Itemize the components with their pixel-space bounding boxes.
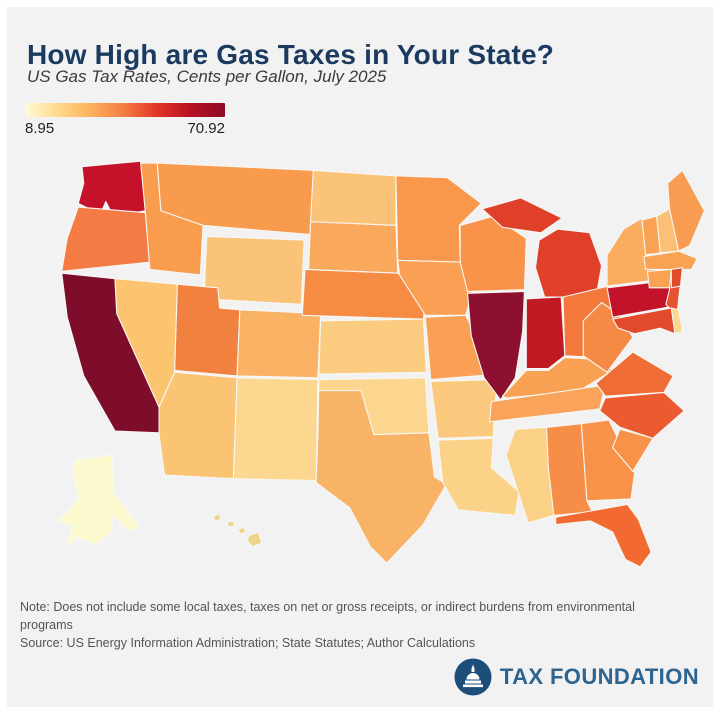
state-florida[interactable] bbox=[555, 503, 652, 568]
page-title: How High are Gas Taxes in Your State? bbox=[27, 38, 555, 70]
state-massachusetts[interactable] bbox=[643, 250, 698, 271]
footer-notes: Note: Does not include some local taxes,… bbox=[20, 598, 668, 652]
state-connecticut[interactable] bbox=[646, 268, 672, 289]
state-delaware[interactable] bbox=[670, 307, 683, 335]
state-texas[interactable] bbox=[315, 390, 447, 564]
state-colorado[interactable] bbox=[236, 309, 322, 379]
color-scale-legend: 8.95 70.92 bbox=[25, 103, 225, 137]
state-georgia[interactable] bbox=[580, 419, 636, 502]
state-south-dakota[interactable] bbox=[308, 221, 399, 274]
state-hawaii-island-4[interactable] bbox=[246, 531, 263, 548]
state-tennessee[interactable] bbox=[489, 384, 606, 423]
us-choropleth-map bbox=[25, 152, 709, 576]
state-michigan-upper-peninsula[interactable] bbox=[481, 197, 563, 234]
capitol-dome-icon bbox=[454, 658, 492, 696]
state-virginia[interactable] bbox=[595, 351, 674, 397]
state-hawaii-island-2[interactable] bbox=[226, 520, 236, 528]
chart-subtitle: US Gas Tax Rates, Cents per Gallon, July… bbox=[27, 67, 387, 86]
tax-foundation-logo: TAX FOUNDATION bbox=[454, 657, 699, 697]
state-louisiana[interactable] bbox=[437, 437, 520, 516]
state-mississippi[interactable] bbox=[505, 426, 555, 524]
us-map-svg bbox=[57, 160, 705, 568]
state-arkansas[interactable] bbox=[430, 379, 498, 439]
state-north-dakota[interactable] bbox=[309, 169, 397, 226]
state-kansas[interactable] bbox=[318, 318, 427, 375]
source-text: Source: US Energy Information Administra… bbox=[20, 636, 476, 651]
state-illinois[interactable] bbox=[466, 290, 526, 401]
state-wyoming[interactable] bbox=[203, 235, 305, 305]
state-michigan-lower-peninsula[interactable] bbox=[534, 228, 603, 298]
state-oregon[interactable] bbox=[61, 206, 151, 272]
legend-min-label: 8.95 bbox=[25, 120, 55, 137]
state-rhode-island[interactable] bbox=[670, 267, 683, 289]
note-text: Note: Does not include some local taxes,… bbox=[20, 600, 635, 633]
logo-text: TAX FOUNDATION bbox=[499, 664, 699, 689]
state-indiana[interactable] bbox=[525, 296, 566, 370]
state-hawaii-island-1[interactable] bbox=[212, 513, 223, 523]
state-arizona[interactable] bbox=[158, 371, 238, 480]
state-alaska[interactable] bbox=[57, 454, 141, 548]
state-south-carolina[interactable] bbox=[612, 428, 654, 472]
color-gradient-bar bbox=[25, 103, 225, 117]
state-hawaii-island-3[interactable] bbox=[237, 526, 247, 535]
state-montana[interactable] bbox=[156, 162, 314, 236]
infographic-card: How High are Gas Taxes in Your State? US… bbox=[7, 7, 713, 707]
legend-max-label: 70.92 bbox=[187, 120, 225, 137]
state-new-mexico[interactable] bbox=[232, 377, 319, 482]
